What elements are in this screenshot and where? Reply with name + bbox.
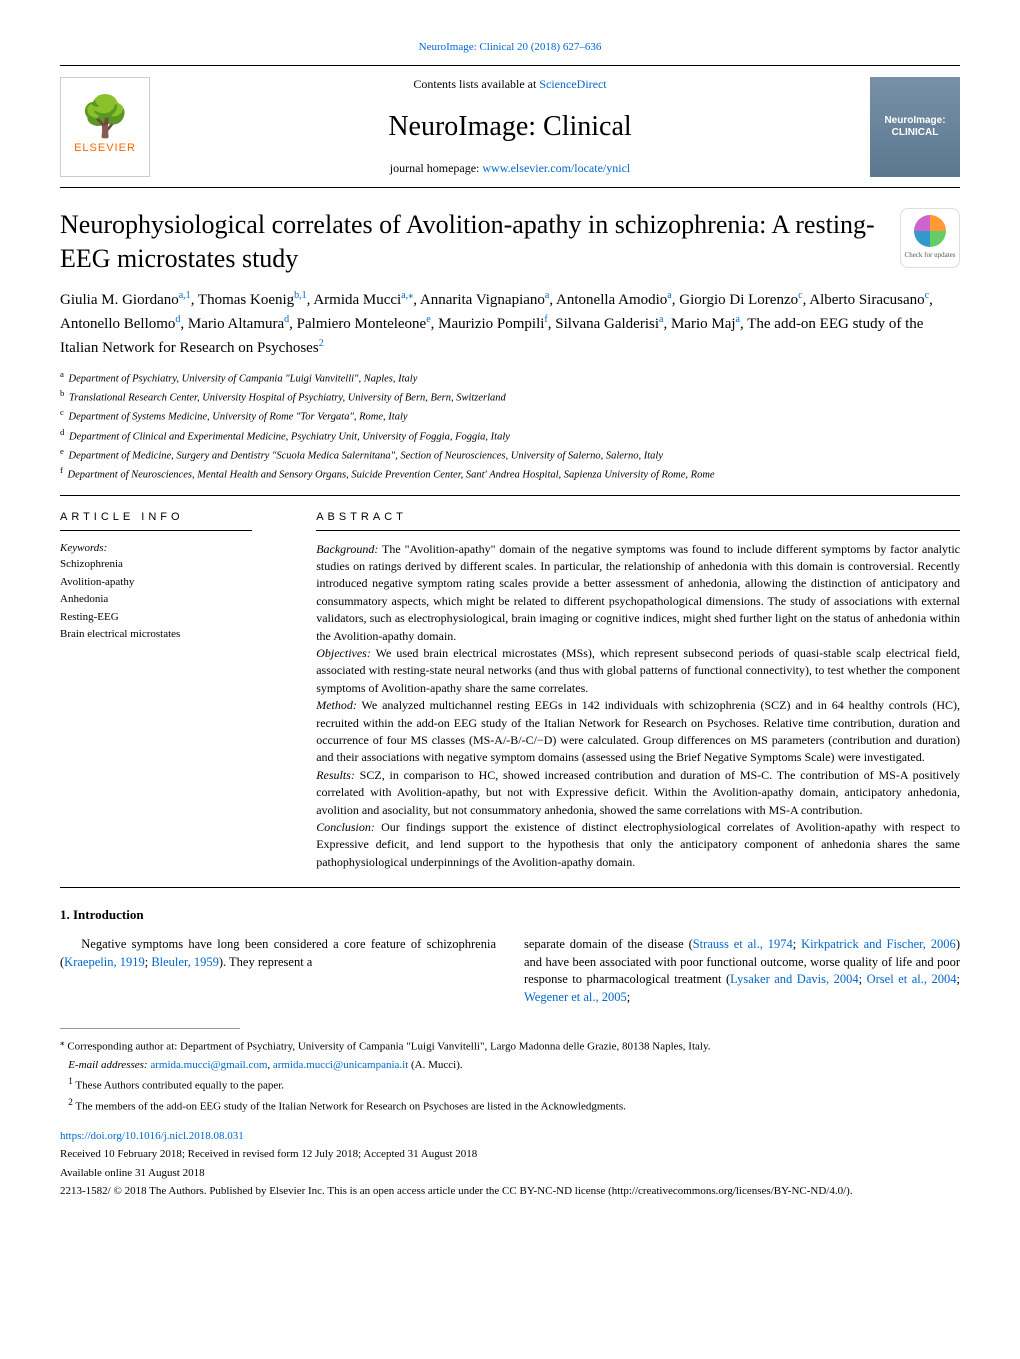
intro-text: ; [793,937,801,951]
author: , Alberto Siracusano [803,292,925,308]
abstract-background: The "Avolition-apathy" domain of the neg… [316,542,960,643]
equal-contribution-footnote: 1 These Authors contributed equally to t… [60,1074,960,1095]
keywords-label: Keywords: [60,541,286,556]
abstract-objectives: We used brain electrical microstates (MS… [316,646,960,695]
affiliation-c: c Department of Systems Medicine, Univer… [60,406,960,425]
footnotes: ⁎ Corresponding author at: Department of… [60,1035,960,1116]
citation-link[interactable]: Wegener et al., 2005 [524,990,627,1004]
publisher-logo[interactable]: 🌳 ELSEVIER [60,77,150,177]
cover-title: NeuroImage: CLINICAL [870,115,960,139]
email-link[interactable]: armida.mucci@unicampania.it [273,1059,408,1071]
article-title: Neurophysiological correlates of Avoliti… [60,208,880,276]
elsevier-tree-icon: 🌳 [80,97,130,137]
homepage-link[interactable]: www.elsevier.com/locate/ynicl [482,161,630,175]
intro-text: ; [957,972,960,986]
affiliation-d: d Department of Clinical and Experimenta… [60,426,960,445]
corresponding-footnote: ⁎ Corresponding author at: Department of… [60,1035,960,1056]
abstract-section: ABSTRACT Background: The "Avolition-apat… [316,510,960,871]
affiliation-f: f Department of Neurosciences, Mental He… [60,464,960,483]
journal-homepage: journal homepage: www.elsevier.com/locat… [170,160,850,177]
abstract-background-label: Background: [316,542,378,556]
abstract-method: We analyzed multichannel resting EEGs in… [316,698,960,764]
abstract-conclusion-label: Conclusion: [316,820,375,834]
affiliation-e: e Department of Medicine, Surgery and De… [60,445,960,464]
author: , Palmiero Monteleone [289,316,426,332]
header-center: Contents lists available at ScienceDirec… [170,76,850,177]
journal-header: 🌳 ELSEVIER Contents lists available at S… [60,65,960,188]
citation-link[interactable]: Bleuler, 1959 [151,955,219,969]
contents-list: Contents lists available at ScienceDirec… [170,76,850,93]
author: Giulia M. Giordano [60,292,179,308]
footer-separator [60,1028,240,1029]
homepage-prefix: journal homepage: [390,161,483,175]
info-rule [60,530,252,531]
author: , Maurizio Pompili [431,316,545,332]
author: , Mario Maj [663,316,735,332]
citation-link[interactable]: Kirkpatrick and Fischer, 2006 [801,937,956,951]
intro-text: separate domain of the disease ( [524,937,693,951]
journal-cover[interactable]: NeuroImage: CLINICAL [870,77,960,177]
email-footnote: E-mail addresses: armida.mucci@gmail.com… [60,1057,960,1075]
author: , Silvana Galderisi [548,316,659,332]
contents-prefix: Contents lists available at [413,77,539,91]
group-members-footnote: 2 The members of the add-on EEG study of… [60,1095,960,1116]
citation-link[interactable]: Kraepelin, 1919 [64,955,145,969]
abstract-head: ABSTRACT [316,510,960,525]
keywords-list: Schizophrenia Avolition-apathy Anhedonia… [60,556,286,644]
abstract-method-label: Method: [316,698,357,712]
citation-link[interactable]: Strauss et al., 1974 [693,937,793,951]
journal-citation[interactable]: NeuroImage: Clinical 20 (2018) 627–636 [60,40,960,55]
check-updates-badge[interactable]: Check for updates [900,208,960,268]
author: Mario Altamura [188,316,284,332]
author-affil-sup[interactable]: b,1 [294,290,307,301]
author-affil-sup[interactable]: a,1 [179,290,191,301]
intro-left-col: Negative symptoms have long been conside… [60,936,496,1006]
abstract-body: Background: The "Avolition-apathy" domai… [316,541,960,871]
citation-link[interactable]: Orsel et al., 2004 [867,972,957,986]
affiliation-b: b Translational Research Center, Univers… [60,387,960,406]
article-info-head: ARTICLE INFO [60,510,286,525]
affiliation-a: a Department of Psychiatry, University o… [60,368,960,387]
author: , Giorgio Di Lorenzo [672,292,798,308]
crossmark-icon [914,215,946,247]
doi-link[interactable]: https://doi.org/10.1016/j.nicl.2018.08.0… [60,1129,960,1144]
author: , Annarita Vignapiano [413,292,545,308]
intro-head: 1. Introduction [60,906,960,924]
author-affil-sup[interactable]: 2 [319,338,324,349]
keyword: Schizophrenia [60,556,286,574]
keyword: Anhedonia [60,591,286,609]
journal-name: NeuroImage: Clinical [170,107,850,146]
author: Antonella Amodio [556,292,667,308]
intro-text: ). They represent a [219,955,312,969]
abstract-conclusion: Our findings support the existence of di… [316,820,960,869]
publication-available: Available online 31 August 2018 [60,1165,960,1182]
check-updates-text: Check for updates [905,251,956,261]
keyword: Resting-EEG [60,609,286,627]
intro-text: ; [859,972,867,986]
keyword: Avolition-apathy [60,574,286,592]
publisher-name: ELSEVIER [74,141,136,156]
citation-link[interactable]: Lysaker and Davis, 2004 [730,972,858,986]
author-sep: , [180,316,184,332]
author: , Thomas Koenig [191,292,294,308]
authors-list: Giulia M. Giordanoa,1, Thomas Koenigb,1,… [60,288,960,360]
intro-right-col: separate domain of the disease (Strauss … [524,936,960,1006]
sciencedirect-link[interactable]: ScienceDirect [539,77,606,91]
publication-copyright: 2213-1582/ © 2018 The Authors. Published… [60,1183,960,1200]
article-info: ARTICLE INFO Keywords: Schizophrenia Avo… [60,510,286,871]
intro-text: ; [627,990,630,1004]
author-sep: , [549,292,553,308]
email-link[interactable]: armida.mucci@gmail.com [150,1059,267,1071]
abstract-results: SCZ, in comparison to HC, showed increas… [316,768,960,817]
abstract-objectives-label: Objectives: [316,646,371,660]
publication-dates: Received 10 February 2018; Received in r… [60,1146,960,1163]
affiliations: a Department of Psychiatry, University o… [60,368,960,484]
keyword: Brain electrical microstates [60,626,286,644]
abstract-results-label: Results: [316,768,355,782]
intro-body: Negative symptoms have long been conside… [60,936,960,1006]
abstract-rule [316,530,960,531]
author: , Armida Mucci [307,292,402,308]
